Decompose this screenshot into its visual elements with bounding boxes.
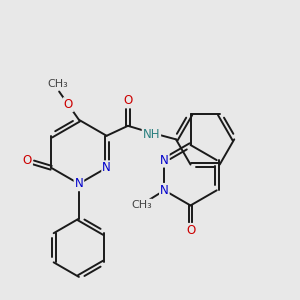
- Text: N: N: [160, 154, 169, 166]
- Text: CH₃: CH₃: [131, 200, 152, 210]
- Text: N: N: [160, 184, 169, 197]
- Text: O: O: [23, 154, 32, 167]
- Text: O: O: [123, 94, 133, 107]
- Text: NH: NH: [143, 128, 160, 140]
- Text: CH₃: CH₃: [47, 79, 68, 89]
- Text: N: N: [74, 177, 83, 190]
- Text: N: N: [102, 161, 111, 174]
- Text: O: O: [186, 224, 195, 237]
- Text: O: O: [64, 98, 73, 111]
